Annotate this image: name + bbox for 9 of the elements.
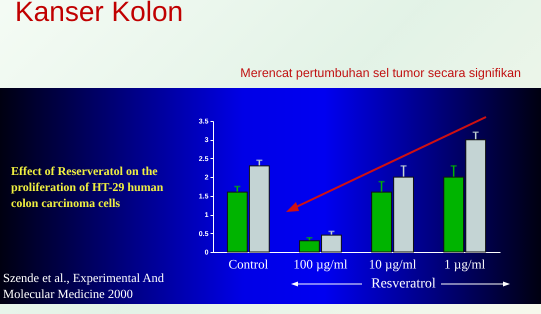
x-tick-label: 100 µg/ml (293, 256, 348, 272)
x-tick-label: 1 µg/ml (444, 256, 486, 272)
text: Szende et al., Experimental And Molecular Medicine 2000 (3, 270, 166, 302)
text: Effect of Reserveratol on the proliferation of HT-29 human colon carcinoma cells (11, 163, 164, 211)
chart-title: Kanser Kolon (15, 0, 184, 28)
x-tick-label: 10 µg/ml (368, 256, 417, 272)
chart-subtitle: Merencat pertumbuhan sel tumor secara signifikan (240, 66, 521, 80)
x-axis-title: Resveratrol (371, 276, 436, 292)
x-tick-label: Control (228, 256, 269, 272)
